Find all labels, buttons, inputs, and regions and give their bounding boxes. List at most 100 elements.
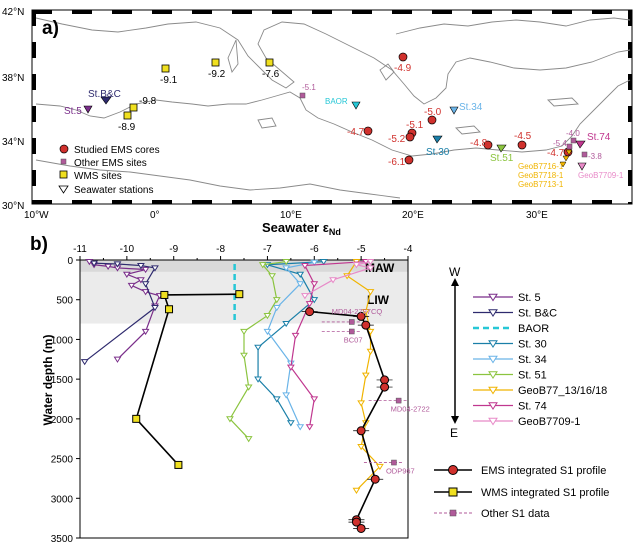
plot-axes: -11 -10 -9 -8 -7 -6 -5 -4 0 500 1000 1500 2000 2500 30… [51, 244, 413, 543]
data-point-triangle [137, 262, 145, 270]
other-data-label: BC07 [344, 335, 363, 344]
data-point-triangle [258, 262, 267, 269]
other-site-marker [566, 143, 573, 150]
legend-item: Other S1 data [434, 508, 550, 520]
y-tick-label: 500 [56, 296, 73, 307]
data-point-triangle [366, 328, 375, 336]
y-axis-title: Water depth (m) [41, 335, 55, 426]
data-point-triangle [254, 376, 262, 383]
wms-site-value: -9.1 [160, 75, 178, 86]
data-point-triangle [141, 328, 150, 336]
x-tick-label: -6 [310, 244, 319, 255]
other-data-point [349, 328, 355, 335]
data-point-triangle [286, 364, 295, 371]
data-point-triangle [366, 289, 375, 296]
y-tick-label: 3500 [51, 534, 74, 543]
legend-circle-icon [59, 144, 69, 154]
data-point-triangle [127, 282, 136, 290]
geob-label: GeoB7713-1 [518, 180, 564, 189]
data-point-triangle [244, 384, 253, 391]
data-point-triangle [305, 424, 314, 431]
map-legend: Studied EMS cores Other EMS sites WMS si… [58, 144, 160, 196]
other-data-layer: MD04-2797CQ BC07 MD04-2722 ODP967 [321, 307, 430, 476]
profile-point-square [132, 414, 141, 423]
data-point-triangle [296, 271, 305, 278]
lat-label-42: 42°N [2, 7, 24, 18]
y-tick-label: 1000 [51, 335, 74, 346]
ems-core-marker [427, 115, 437, 125]
data-point-triangle [488, 371, 498, 380]
data-point-triangle [361, 309, 370, 316]
wms-site-value: -9.2 [208, 69, 226, 80]
data-point-triangle [113, 356, 122, 363]
series-line [266, 261, 315, 428]
data-point-triangle [329, 277, 337, 284]
data-point-triangle [113, 261, 122, 268]
y-tick-label: 2000 [51, 415, 74, 426]
profile-legend: St. 5 St. B&C BAOR St. 30 St. 34 St. 51 GeoB77… [434, 292, 609, 520]
wms-site-marker [265, 58, 274, 67]
other-site-marker [299, 92, 306, 99]
legend-small-square-icon [60, 158, 67, 165]
data-point-triangle [141, 281, 150, 288]
profile-point-circle [351, 517, 361, 527]
data-point-triangle [357, 444, 366, 451]
legend-circle-icon [448, 465, 458, 475]
data-point-triangle [488, 386, 498, 395]
station-marker [449, 106, 459, 115]
data-point-triangle [366, 348, 375, 355]
geob-label: GeoB7716-1 [518, 162, 564, 171]
seawater-stations: St.B&C St.5 BAOR St.34 St.30 St.51 St.74… [64, 89, 624, 189]
series-st-30 [254, 258, 328, 427]
ems-core-value: -4.7 [347, 127, 365, 138]
wms-integrated-profile [132, 290, 244, 469]
legend-item: GeoB77_13/16/18 [473, 385, 607, 397]
liw-label: LIW [367, 293, 390, 307]
data-point-triangle [310, 396, 319, 403]
legend-item: St. 51 [473, 370, 547, 382]
ems-core-marker [398, 52, 408, 62]
profile-point-square [160, 290, 169, 299]
data-point-triangle [488, 340, 498, 349]
legend-item: EMS integrated S1 profile [434, 465, 606, 477]
data-point-triangle [375, 463, 384, 471]
other-site-value: -3.8 [588, 152, 602, 161]
lat-label-38: 38°N [2, 73, 24, 84]
data-point-triangle [310, 297, 319, 304]
ems-core-value: -4.9 [394, 63, 412, 74]
lon-label-10w: 10°W [24, 210, 49, 221]
lon-label-30e: 30°E [526, 210, 548, 221]
y-tick-label: 1500 [51, 375, 74, 386]
other-site-marker [570, 137, 577, 144]
profiles-layer [132, 290, 393, 533]
profile-point-square [165, 305, 174, 314]
series-st-51 [226, 258, 291, 443]
station-label: St.30 [426, 147, 450, 158]
series-st-b-c [80, 260, 159, 366]
profile-point-circle [356, 311, 366, 321]
legend-item: GeoB7709-1 [473, 416, 580, 428]
legend-small-square-icon [449, 509, 457, 517]
other-site-marker [581, 151, 588, 158]
wms-site-marker [211, 58, 220, 67]
station-marker [100, 96, 112, 105]
series-geob7709-1 [301, 258, 375, 300]
x-tick-label: -7 [263, 244, 272, 255]
y-tick-label: 2500 [51, 455, 74, 466]
legend-triangle-icon [58, 185, 69, 194]
legend-item: St. 74 [473, 401, 547, 413]
other-site-value: -5.4 [553, 139, 567, 148]
station-label: St.51 [490, 153, 514, 164]
data-point-triangle [310, 281, 319, 288]
other-data-point [391, 459, 397, 466]
data-point-triangle [488, 417, 498, 426]
geob-label: GeoB7718-1 [518, 171, 564, 180]
data-point-triangle [282, 265, 291, 272]
data-point-triangle [291, 332, 300, 340]
legend-label: WMS integrated S1 profile [481, 487, 609, 499]
profile-point-circle [356, 426, 366, 436]
data-point-triangle [272, 297, 281, 304]
data-point-triangle [80, 359, 89, 366]
x-tick-label: -11 [73, 244, 87, 255]
chart-title: Seawater εNd [262, 220, 341, 237]
